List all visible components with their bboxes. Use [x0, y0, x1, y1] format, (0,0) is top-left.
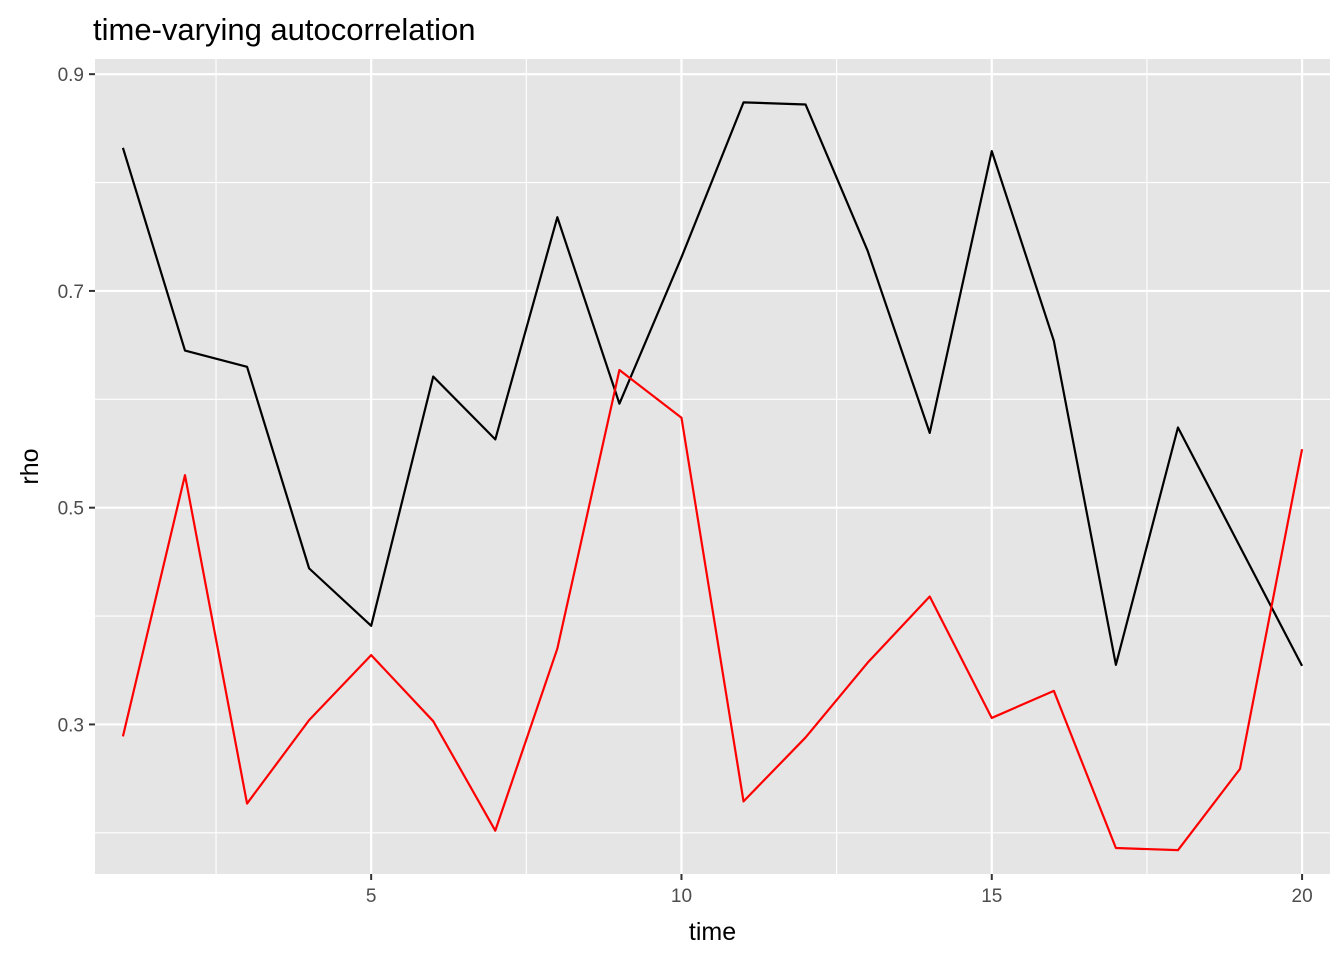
series-line-1	[121, 368, 1304, 852]
x-tick-label-1: 10	[671, 886, 692, 907]
series-lines	[121, 101, 1304, 852]
x-tick-label-3: 20	[1292, 886, 1313, 907]
x-axis: 5 10 15 20	[366, 874, 1313, 907]
y-tick-label-1: 0.5	[58, 499, 84, 520]
y-tick-label-2: 0.7	[58, 282, 84, 303]
x-axis-title: time	[689, 918, 736, 946]
plot-panel	[95, 59, 1330, 874]
x-tick-label-2: 15	[981, 886, 1002, 907]
chart-title: time-varying autocorrelation	[93, 12, 476, 47]
y-axis-title: rho	[16, 448, 44, 484]
major-gridlines	[95, 59, 1330, 874]
x-tick-label-0: 5	[366, 886, 377, 907]
y-axis: 0.3 0.5 0.7 0.9	[58, 65, 95, 736]
y-tick-label-0: 0.3	[58, 715, 84, 736]
series-line-0	[121, 101, 1304, 667]
y-tick-label-3: 0.9	[58, 65, 84, 86]
